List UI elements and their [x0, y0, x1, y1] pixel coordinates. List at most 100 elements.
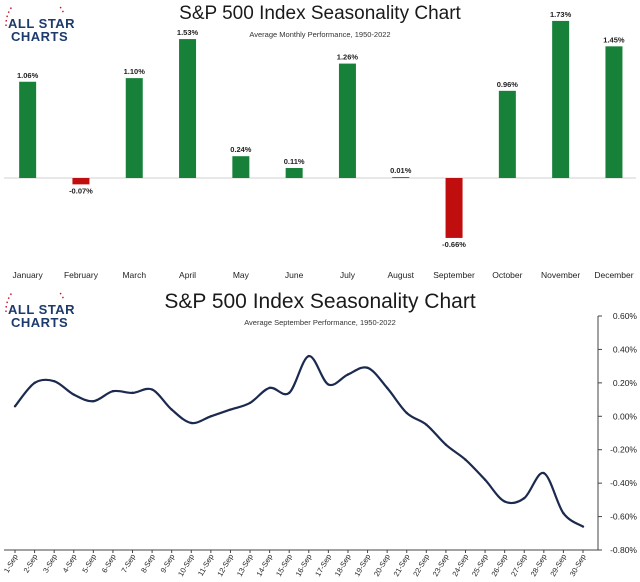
y-tick-label: -0.20%	[610, 445, 637, 455]
x-tick-label-4-Sep: 4-Sep	[61, 553, 79, 575]
y-tick-label: 0.00%	[613, 411, 638, 421]
bar-may	[232, 156, 250, 178]
data-point-10-Sep	[190, 421, 193, 425]
data-point-26-Sep	[503, 500, 506, 503]
x-tick-label-25-Sep: 25-Sep	[470, 553, 490, 578]
data-point-13-Sep	[248, 401, 252, 405]
x-tick-label-november: November	[541, 270, 580, 280]
data-point-12-Sep	[229, 408, 232, 411]
data-point-20-Sep	[385, 386, 389, 390]
logo-line2: CHARTS	[11, 315, 68, 330]
bar-june	[285, 168, 303, 178]
x-tick-label-march: March	[122, 270, 146, 280]
x-tick-label-july: July	[340, 270, 356, 280]
x-tick-label-february: February	[64, 270, 99, 280]
data-point-3-Sep	[52, 379, 56, 383]
y-tick-label: 0.60%	[613, 311, 638, 321]
x-tick-label-7-Sep: 7-Sep	[119, 553, 137, 575]
data-point-22-Sep	[425, 423, 428, 426]
data-label-november: 1.73%	[550, 10, 572, 19]
data-label-december: 1.45%	[603, 35, 625, 44]
x-tick-label-13-Sep: 13-Sep	[235, 553, 255, 578]
logo-line1: ALL STAR	[8, 302, 75, 317]
y-tick-label: -0.80%	[610, 545, 637, 555]
data-point-1-Sep	[13, 405, 17, 408]
x-tick-label-2-Sep: 2-Sep	[22, 553, 40, 575]
chart-subtitle-2: Average September Performance, 1950-2022	[244, 318, 396, 327]
data-point-15-Sep	[288, 391, 291, 395]
x-tick-label-6-Sep: 6-Sep	[100, 553, 118, 575]
x-tick-label-12-Sep: 12-Sep	[215, 553, 235, 578]
x-tick-label-april: April	[179, 270, 196, 280]
x-tick-label-29-Sep: 29-Sep	[548, 553, 568, 578]
data-label-october: 0.96%	[497, 80, 519, 89]
data-point-16-Sep	[307, 354, 310, 358]
x-tick-label-10-Sep: 10-Sep	[176, 553, 196, 578]
data-point-6-Sep	[111, 390, 115, 393]
bar-december	[605, 46, 623, 179]
x-tick-label-january: January	[13, 270, 44, 280]
data-point-28-Sep	[542, 471, 546, 475]
x-tick-label-5-Sep: 5-Sep	[80, 553, 98, 575]
data-label-april: 1.53%	[177, 28, 199, 37]
x-tick-label-11-Sep: 11-Sep	[196, 553, 216, 578]
data-point-19-Sep	[366, 366, 369, 370]
monthly-seasonality-panel: ALL STAR CHARTS S&P 500 Index Seasonalit…	[0, 0, 640, 290]
chart-title-2: S&P 500 Index Seasonality Chart	[164, 290, 476, 313]
line-chart: 0.60% 0.40% 0.20% 0.00% -0.20% -0.40% -0.60% -0…	[2, 311, 638, 578]
data-point-11-Sep	[209, 415, 213, 418]
data-label-september: -0.66%	[442, 240, 466, 249]
data-point-4-Sep	[72, 393, 75, 396]
x-tick-label-23-Sep: 23-Sep	[431, 553, 451, 578]
x-tick-label-october: October	[492, 270, 522, 280]
series-line-september	[14, 355, 584, 528]
bar-april	[179, 39, 197, 178]
data-point-17-Sep	[327, 383, 330, 386]
september-seasonality-panel: ALL STAR CHARTS S&P 500 Index Seasonalit…	[0, 290, 640, 582]
x-tick-label-14-Sep: 14-Sep	[254, 553, 274, 578]
logo-line1: ALL STAR	[8, 16, 75, 31]
x-tick-label-15-Sep: 15-Sep	[274, 553, 294, 578]
x-tick-label-19-Sep: 19-Sep	[352, 553, 372, 578]
x-tick-label-17-Sep: 17-Sep	[313, 553, 333, 578]
data-point-25-Sep	[483, 478, 487, 481]
data-point-24-Sep	[464, 458, 467, 461]
x-tick-label-august: August	[388, 270, 415, 280]
data-point-18-Sep	[346, 373, 350, 376]
x-tick-label-28-Sep: 28-Sep	[529, 553, 549, 578]
x-tick-label-september: September	[433, 270, 475, 280]
y-tick-label: -0.40%	[610, 478, 637, 488]
data-point-7-Sep	[131, 391, 134, 395]
x-tick-label-3-Sep: 3-Sep	[41, 553, 59, 575]
data-point-27-Sep	[523, 496, 526, 500]
data-point-8-Sep	[150, 388, 154, 391]
y-tick-label: 0.20%	[613, 378, 638, 388]
y-tick-label: 0.40%	[613, 344, 638, 354]
data-point-23-Sep	[444, 443, 448, 446]
x-tick-label-8-Sep: 8-Sep	[139, 553, 157, 575]
x-tick-label-22-Sep: 22-Sep	[411, 553, 431, 578]
data-label-january: 1.06%	[17, 71, 39, 80]
bar-september	[445, 178, 463, 238]
y-tick-label: -0.60%	[610, 512, 637, 522]
logo-line2: CHARTS	[11, 29, 68, 44]
x-tick-label-16-Sep: 16-Sep	[294, 553, 314, 578]
data-label-august: 0.01%	[390, 166, 412, 175]
data-label-june: 0.11%	[284, 157, 305, 166]
x-tick-label-may: May	[233, 270, 250, 280]
data-point-2-Sep	[33, 381, 36, 385]
data-label-may: 0.24%	[230, 145, 252, 154]
data-label-march: 1.10%	[124, 67, 146, 76]
all-star-charts-logo-2: ALL STAR CHARTS	[5, 292, 75, 330]
bar-november	[552, 20, 570, 178]
data-point-9-Sep	[170, 408, 173, 411]
x-tick-label-20-Sep: 20-Sep	[372, 553, 392, 578]
x-tick-label-9-Sep: 9-Sep	[159, 553, 177, 575]
bar-march	[125, 78, 143, 178]
chart-subtitle: Average Monthly Performance, 1950-2022	[249, 30, 391, 39]
data-label-july: 1.26%	[337, 53, 359, 62]
x-tick-label-24-Sep: 24-Sep	[450, 553, 470, 578]
x-tick-label-27-Sep: 27-Sep	[509, 553, 529, 578]
x-tick-label-1-Sep: 1-Sep	[2, 553, 20, 575]
bar-july	[338, 63, 356, 179]
